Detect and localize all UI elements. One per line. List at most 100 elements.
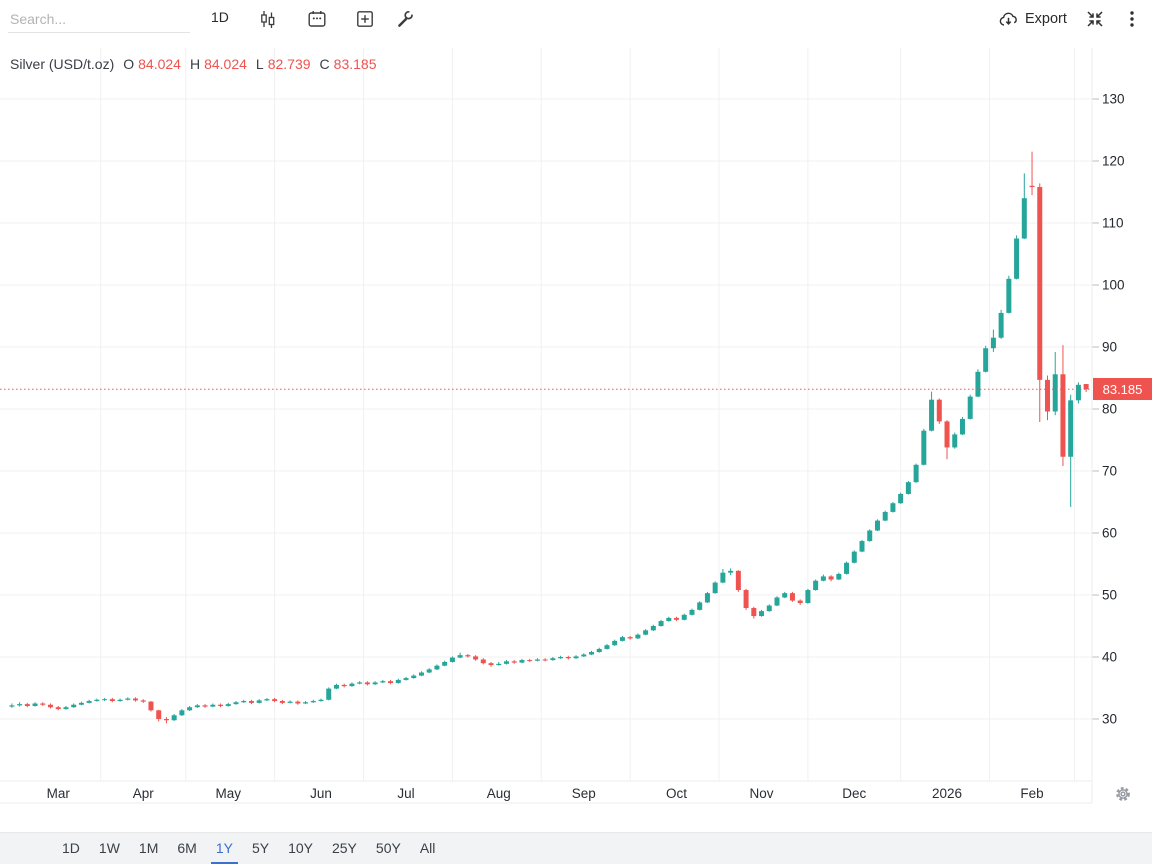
candle (983, 348, 989, 372)
candle (48, 704, 54, 708)
last-price-label: 83.185 (1093, 378, 1152, 401)
candle (1060, 374, 1066, 457)
candle (689, 609, 695, 615)
candle (844, 562, 850, 574)
candle (1006, 278, 1012, 313)
symbol-label: Silver (USD/t.oz) (10, 56, 115, 72)
interval-selector[interactable]: 1D (211, 9, 229, 25)
date-range-button[interactable] (305, 7, 329, 31)
candle (194, 705, 200, 708)
candle (511, 661, 517, 663)
time-axis-label: Apr (133, 786, 155, 801)
time-axis-label: May (216, 786, 242, 801)
candle (187, 707, 193, 711)
candle (859, 541, 865, 552)
candle (874, 520, 880, 531)
candle (380, 681, 386, 683)
candle (156, 710, 162, 719)
candle (357, 682, 363, 684)
candle (32, 703, 38, 706)
candle (256, 700, 262, 703)
candle (55, 707, 61, 710)
candle (310, 701, 316, 703)
candle (1052, 374, 1058, 412)
candle (403, 678, 409, 680)
legend-open: O 84.024 (123, 56, 181, 72)
price-chart[interactable]: 130 120 110 100 90 80 70 60 50 40 30 Mar Apr May Jun Ju… (0, 0, 1152, 820)
candle (442, 661, 448, 666)
more-menu-button[interactable] (1120, 7, 1144, 31)
candle (944, 421, 950, 448)
range-button-10y[interactable]: 10Y (288, 839, 313, 856)
range-button-1y[interactable]: 1Y (210, 833, 238, 864)
time-axis-label: Oct (666, 786, 687, 801)
tools-button[interactable] (394, 7, 418, 31)
candle (697, 602, 703, 610)
candle (179, 710, 185, 716)
candle (264, 699, 270, 701)
candle (998, 312, 1004, 338)
candle (372, 682, 378, 685)
candle (990, 337, 996, 349)
range-button-50y[interactable]: 50Y (375, 839, 401, 856)
candle (851, 551, 857, 563)
candle (542, 659, 548, 661)
candle (573, 656, 579, 659)
candle (1037, 187, 1043, 380)
candle (813, 580, 819, 591)
search-input[interactable] (8, 6, 190, 33)
candle (303, 702, 309, 704)
candle (898, 493, 904, 504)
range-button-1d[interactable]: 1D (62, 839, 80, 856)
candle (975, 371, 981, 397)
range-button-1m[interactable]: 1M (138, 839, 159, 856)
candle (1083, 384, 1089, 390)
candle (596, 648, 602, 653)
calendar-icon (308, 11, 326, 27)
candle (148, 701, 154, 711)
time-axis-label: Nov (750, 786, 774, 801)
candle (589, 652, 595, 655)
candle (426, 669, 432, 673)
add-panel-icon (357, 11, 373, 27)
candle (805, 590, 811, 604)
time-axis-label: Dec (842, 786, 866, 801)
candle (117, 699, 123, 702)
candle (233, 702, 239, 705)
candle (333, 684, 339, 689)
candle (225, 704, 231, 706)
price-axis-label: 100 (1102, 278, 1125, 293)
candle (612, 640, 618, 646)
candle (1021, 198, 1027, 239)
candle (326, 688, 332, 700)
candle (766, 605, 772, 612)
legend-low: L 82.739 (255, 56, 311, 72)
export-button[interactable]: Export (998, 6, 1067, 32)
range-button-all[interactable]: All (419, 839, 436, 856)
candle (449, 657, 455, 662)
candle (17, 704, 23, 706)
range-button-6m[interactable]: 6M (177, 839, 197, 856)
candle (936, 399, 942, 422)
tools-wrench-icon (398, 10, 415, 27)
candle (1068, 400, 1074, 457)
chart-type-button[interactable] (256, 7, 280, 31)
price-axis-label: 90 (1102, 340, 1117, 355)
candle (480, 659, 486, 664)
candle (604, 645, 610, 649)
price-axis-label: 70 (1102, 464, 1117, 479)
candle (102, 699, 108, 701)
time-axis-label: Sep (572, 786, 596, 801)
candle (318, 699, 324, 702)
candle (465, 655, 471, 657)
candle (210, 704, 216, 707)
collapse-button[interactable] (1083, 7, 1107, 31)
candle (71, 704, 77, 708)
add-panel-button[interactable] (353, 7, 377, 31)
chart-settings-button[interactable] (1114, 785, 1132, 803)
range-button-25y[interactable]: 25Y (331, 839, 357, 856)
candle (496, 663, 502, 666)
candle (1075, 384, 1081, 401)
range-button-1w[interactable]: 1W (98, 839, 120, 856)
range-button-5y[interactable]: 5Y (251, 839, 270, 856)
